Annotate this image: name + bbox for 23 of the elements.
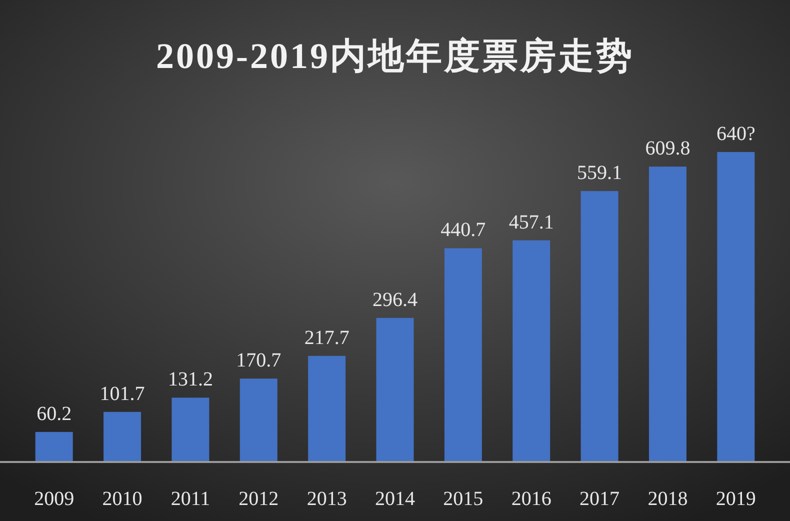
x-tick-label: 2015 (443, 488, 484, 510)
data-label: 296.4 (372, 288, 418, 311)
data-label: 457.1 (508, 211, 554, 234)
data-label: 60.2 (36, 402, 72, 425)
chart-title: 2009-2019内地年度票房走势 (156, 36, 634, 76)
x-tick-label: 2011 (170, 488, 210, 510)
data-label: 559.1 (577, 162, 622, 184)
data-label: 440.7 (440, 219, 486, 242)
data-label: 640? (716, 123, 756, 145)
data-label: 101.7 (100, 382, 145, 405)
x-tick-label: 2009 (34, 488, 74, 510)
x-tick-label: 2016 (511, 488, 552, 510)
x-tick-label: 2010 (102, 488, 142, 510)
data-label: 170.7 (236, 350, 282, 372)
x-tick-label: 2013 (306, 488, 347, 510)
x-tick-label: 2012 (238, 488, 279, 510)
x-tick-label: 2019 (716, 488, 756, 510)
x-tick-label: 2018 (648, 488, 688, 510)
data-label: 217.7 (304, 326, 350, 349)
x-tick-label: 2017 (580, 488, 620, 510)
x-tick-label: 2014 (375, 488, 415, 510)
data-label: 609.8 (645, 138, 690, 160)
data-label: 131.2 (168, 368, 213, 391)
